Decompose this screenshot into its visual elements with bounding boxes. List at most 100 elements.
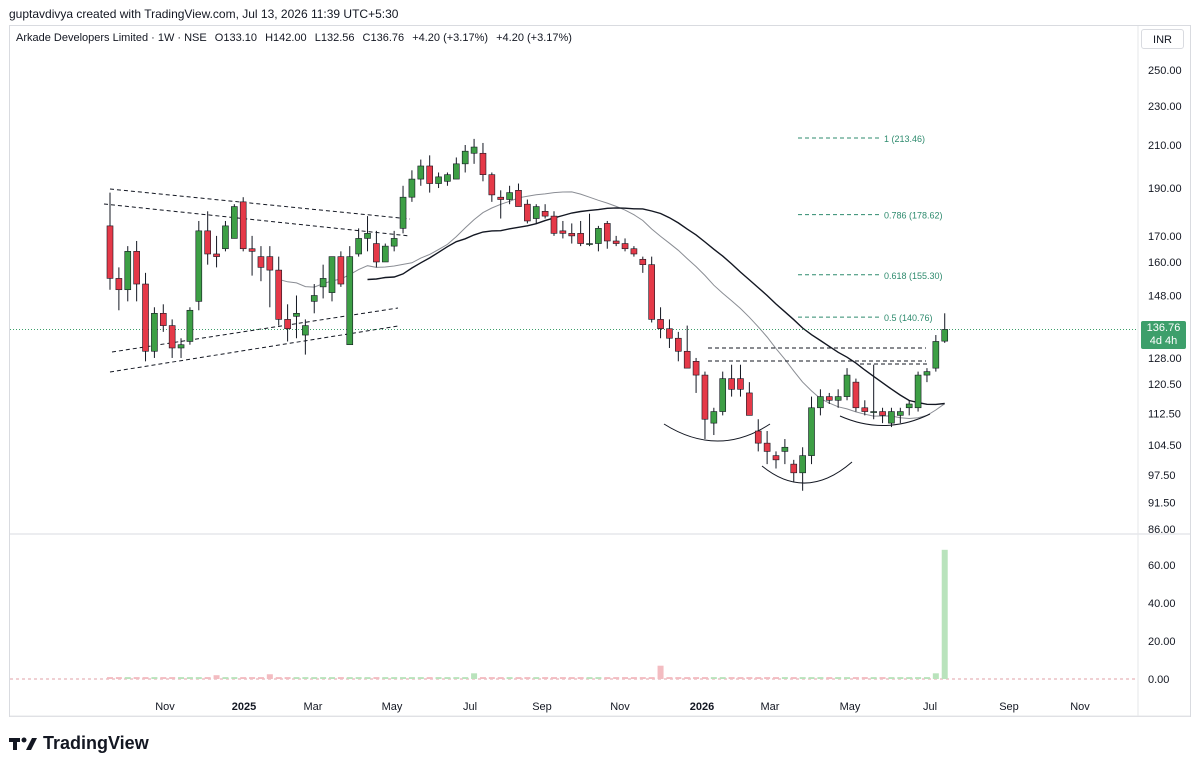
volume-bar bbox=[879, 677, 886, 679]
candle-body bbox=[177, 344, 185, 349]
legend-symbol: Arkade Developers Limited · 1W · NSE bbox=[16, 32, 207, 44]
legend-close: C136.76 bbox=[362, 32, 405, 44]
volume-bar bbox=[524, 677, 531, 679]
trendline-upper-1 bbox=[109, 188, 411, 220]
legend-open: O133.10 bbox=[214, 32, 257, 44]
volume-bar bbox=[462, 677, 469, 679]
legend-high: H142.00 bbox=[265, 32, 307, 44]
candle-body bbox=[461, 150, 469, 165]
currency-button[interactable]: INR bbox=[1141, 29, 1184, 49]
volume-bar bbox=[923, 677, 930, 679]
legend-change-2: +4.20 (+3.17%) bbox=[496, 32, 572, 44]
right-shoulder-arc bbox=[839, 413, 931, 426]
volume-bar bbox=[595, 677, 602, 679]
price-tick-label: 91.50 bbox=[1148, 497, 1176, 509]
volume-bar bbox=[408, 677, 415, 679]
candle-body bbox=[381, 245, 389, 263]
price-tick-label: 148.00 bbox=[1148, 290, 1182, 302]
candle-body bbox=[390, 238, 398, 247]
volume-bar bbox=[666, 677, 673, 679]
brand-name: TradingView bbox=[43, 733, 149, 753]
volume-bar bbox=[897, 677, 904, 679]
fib-level-label: 0.5 (140.76) bbox=[884, 313, 933, 323]
candle-body bbox=[905, 403, 913, 409]
time-tick-label: Mar bbox=[304, 701, 323, 713]
volume-bar bbox=[630, 677, 637, 679]
price-tick-label: 97.50 bbox=[1148, 470, 1176, 482]
candle-body bbox=[159, 312, 167, 326]
time-tick-label: May bbox=[382, 701, 403, 713]
candle-body bbox=[586, 243, 593, 245]
candle-body bbox=[151, 312, 158, 352]
trendline-upper-2 bbox=[103, 203, 411, 237]
candle-body bbox=[639, 258, 647, 265]
volume-bar bbox=[781, 677, 788, 679]
volume-bar bbox=[613, 677, 620, 679]
candle-body bbox=[257, 256, 265, 268]
candle-body bbox=[603, 223, 611, 242]
volume-bar bbox=[844, 677, 851, 679]
volume-bar bbox=[391, 677, 398, 679]
last-price-tag: 136.76 4d 4h bbox=[1141, 321, 1186, 349]
legend-low: L132.56 bbox=[314, 32, 355, 44]
volume-bar bbox=[329, 677, 335, 679]
candle-body bbox=[834, 396, 842, 401]
volume-bar bbox=[941, 549, 948, 679]
candle-body bbox=[310, 295, 318, 302]
volume-bar bbox=[444, 677, 451, 679]
candle-body bbox=[550, 215, 558, 234]
price-tick-label: 210.00 bbox=[1148, 140, 1182, 152]
tradingview-brand[interactable]: TradingView bbox=[9, 733, 149, 754]
candle-body bbox=[825, 396, 833, 401]
candle-body bbox=[870, 411, 877, 413]
candle-body bbox=[772, 455, 780, 461]
candle-body bbox=[790, 463, 798, 474]
volume-bar bbox=[320, 677, 327, 679]
volume-bar bbox=[186, 677, 193, 679]
fib-level-label: 1 (213.46) bbox=[884, 134, 925, 144]
candle-body bbox=[728, 378, 735, 390]
volume-bar bbox=[551, 677, 557, 679]
price-tick-label: 112.50 bbox=[1148, 408, 1181, 420]
volume-bar bbox=[107, 677, 113, 679]
volume-bar bbox=[675, 677, 682, 679]
volume-bar bbox=[364, 677, 371, 679]
volume-bar bbox=[852, 677, 859, 679]
time-tick-label: 2025 bbox=[232, 701, 256, 713]
candle-body bbox=[657, 319, 664, 330]
volume-bar bbox=[373, 677, 380, 679]
volume-bar bbox=[124, 677, 131, 679]
volume-bar bbox=[764, 677, 771, 679]
volume-bar bbox=[311, 677, 318, 679]
candle-body bbox=[426, 165, 433, 184]
candle-body bbox=[195, 230, 203, 302]
volume-bar bbox=[773, 677, 779, 679]
time-tick-label: Sep bbox=[532, 701, 552, 713]
candle-body bbox=[524, 203, 531, 222]
candle-body bbox=[612, 240, 620, 244]
volume-bar bbox=[275, 677, 282, 679]
candle-body bbox=[204, 230, 211, 255]
last-price-value: 136.76 bbox=[1146, 322, 1181, 334]
candle-body bbox=[666, 328, 673, 339]
candle-body bbox=[932, 341, 940, 369]
volume-bar bbox=[728, 677, 735, 679]
volume-bar bbox=[932, 673, 939, 679]
left-shoulder-arc bbox=[663, 423, 771, 442]
volume-bar bbox=[604, 677, 611, 679]
volume-bar bbox=[701, 677, 708, 679]
candle-body bbox=[577, 233, 584, 244]
candle-body bbox=[444, 174, 451, 182]
candle-body bbox=[408, 178, 416, 198]
time-tick-label: Mar bbox=[761, 701, 780, 713]
candle-body bbox=[497, 196, 505, 200]
volume-bar bbox=[568, 677, 575, 679]
volume-bar bbox=[622, 677, 629, 679]
candle-body bbox=[595, 228, 602, 244]
candle-body bbox=[630, 248, 638, 255]
volume-bar bbox=[826, 677, 833, 679]
candle-body bbox=[355, 238, 362, 255]
time-tick-label: Jul bbox=[923, 701, 937, 713]
volume-bar bbox=[115, 677, 122, 679]
